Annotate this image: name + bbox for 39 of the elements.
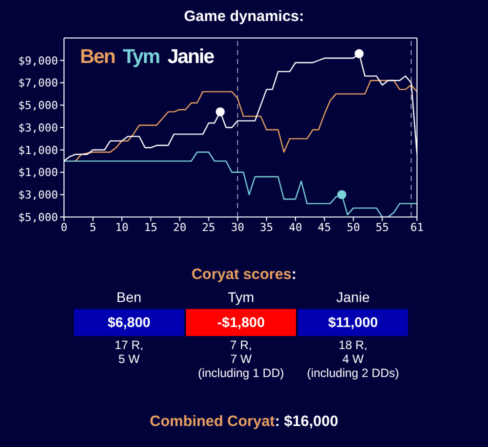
y-tick-label: $1,000 [18, 144, 58, 157]
text: Janie [167, 46, 214, 69]
y-tick-label: $9,000 [18, 54, 58, 68]
point [337, 190, 346, 200]
text: 18 R, 4 W (including 2 DDs) [306, 338, 400, 380]
y-tick-label: $3,000 [18, 121, 58, 134]
text: Tym [226, 289, 256, 305]
chart-title: Game dynamics: [182, 8, 306, 25]
y-tick-label: $1,000 [18, 166, 58, 180]
x-tick-label: 20 [173, 220, 186, 234]
y-tick-label: $7,000 [18, 76, 58, 90]
text: 7 R, 7 W (including 1 DD) [196, 338, 286, 380]
x-tick-label: 5 [90, 220, 96, 234]
x-tick-label: 55 [376, 220, 389, 234]
text: Ben [116, 289, 142, 305]
x-tick-label: 40 [288, 220, 302, 234]
x-tick-label: 30 [230, 220, 244, 234]
text: Ben [80, 46, 115, 69]
y-tick-label: $3,000 [18, 188, 58, 202]
text: Tym [122, 46, 160, 69]
x-tick-label: 25 [202, 220, 216, 234]
x-tick-label: 10 [115, 220, 128, 234]
y-tick-label: $5,000 [18, 210, 58, 224]
x-tick-label: 35 [260, 220, 274, 234]
text: Combined Coryat: $16,000 [150, 413, 338, 430]
x-tick-label: 45 [318, 220, 332, 234]
text: $11,000 [298, 309, 408, 336]
x-tick-label: 15 [144, 220, 158, 234]
x-tick-label: 0 [60, 220, 68, 234]
x-tick-label: 50 [346, 220, 360, 234]
point [216, 107, 225, 116]
point [354, 49, 364, 58]
text: Coryat scores: [191, 266, 297, 283]
text: Janie [335, 289, 371, 305]
text: 17 R, 5 W [114, 338, 144, 368]
x-tick-label: 61 [410, 220, 424, 234]
text: $6,800 [74, 309, 184, 336]
y-tick-label: $5,000 [18, 99, 58, 112]
text: -$1,800 [186, 309, 296, 336]
